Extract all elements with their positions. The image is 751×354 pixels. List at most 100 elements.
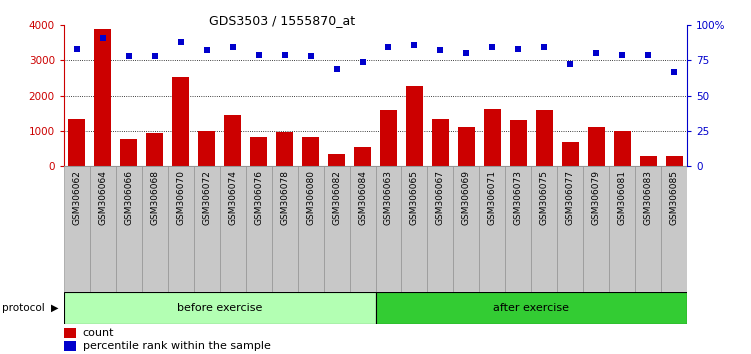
Bar	[297, 166, 324, 292]
Text: count: count	[83, 327, 114, 338]
Point	[434, 47, 446, 53]
Point	[668, 69, 680, 74]
Bar	[432, 119, 449, 166]
Bar	[609, 166, 635, 292]
Bar	[536, 110, 553, 166]
Text: GSM306078: GSM306078	[280, 170, 289, 225]
Bar	[146, 133, 163, 166]
Bar	[458, 127, 475, 166]
Point	[175, 39, 187, 45]
Text: after exercise: after exercise	[493, 303, 569, 313]
Point	[617, 52, 629, 57]
Text: GSM306071: GSM306071	[488, 170, 497, 225]
Point	[512, 46, 524, 52]
Bar	[116, 166, 142, 292]
Point	[382, 45, 394, 50]
Bar	[167, 166, 194, 292]
Point	[538, 45, 550, 50]
Bar	[484, 109, 501, 166]
Point	[590, 50, 602, 56]
Bar	[220, 166, 246, 292]
Text: GSM306084: GSM306084	[358, 170, 367, 225]
Bar	[665, 156, 683, 166]
Text: GSM306068: GSM306068	[150, 170, 159, 225]
Bar	[562, 142, 579, 166]
Bar	[225, 115, 241, 166]
Bar	[198, 131, 215, 166]
Text: GSM306082: GSM306082	[332, 170, 341, 225]
Text: protocol: protocol	[2, 303, 44, 313]
Bar	[376, 166, 402, 292]
Text: GSM306069: GSM306069	[462, 170, 471, 225]
Text: GSM306067: GSM306067	[436, 170, 445, 225]
Bar	[90, 166, 116, 292]
Point	[201, 47, 213, 53]
Text: GSM306074: GSM306074	[228, 170, 237, 225]
Bar	[68, 119, 86, 166]
Point	[487, 45, 499, 50]
Bar	[276, 132, 293, 166]
Bar	[64, 327, 77, 338]
Bar	[246, 166, 272, 292]
Text: GSM306072: GSM306072	[202, 170, 211, 225]
Bar	[380, 110, 397, 166]
Bar	[402, 166, 427, 292]
Text: GDS3503 / 1555870_at: GDS3503 / 1555870_at	[209, 14, 355, 27]
Point	[357, 59, 369, 64]
Bar	[120, 139, 137, 166]
Text: GSM306085: GSM306085	[670, 170, 679, 225]
Point	[227, 45, 239, 50]
Bar	[588, 127, 605, 166]
Point	[122, 53, 134, 59]
Text: GSM306063: GSM306063	[384, 170, 393, 225]
Bar	[479, 166, 505, 292]
Point	[252, 52, 264, 57]
Bar	[194, 166, 220, 292]
Text: percentile rank within the sample: percentile rank within the sample	[83, 341, 270, 351]
Bar	[302, 137, 319, 166]
Text: GSM306064: GSM306064	[98, 170, 107, 225]
Point	[330, 66, 342, 72]
Bar	[427, 166, 454, 292]
Text: GSM306080: GSM306080	[306, 170, 315, 225]
Point	[149, 53, 161, 59]
Text: GSM306081: GSM306081	[618, 170, 627, 225]
Point	[305, 53, 317, 59]
Point	[71, 46, 83, 52]
Text: GSM306070: GSM306070	[176, 170, 185, 225]
Bar	[272, 166, 297, 292]
Point	[409, 42, 421, 47]
Bar	[510, 120, 526, 166]
Bar	[354, 147, 371, 166]
Text: GSM306073: GSM306073	[514, 170, 523, 225]
Bar	[454, 166, 479, 292]
Bar	[640, 156, 656, 166]
Bar	[95, 29, 111, 166]
Point	[279, 52, 291, 57]
Bar	[584, 166, 609, 292]
Bar	[661, 166, 687, 292]
Text: GSM306066: GSM306066	[124, 170, 133, 225]
Point	[97, 35, 109, 40]
Point	[642, 52, 654, 57]
Point	[460, 50, 472, 56]
Text: ▶: ▶	[51, 303, 59, 313]
Bar	[64, 341, 77, 351]
Bar	[505, 166, 532, 292]
Text: GSM306076: GSM306076	[254, 170, 263, 225]
Bar	[64, 166, 90, 292]
Bar	[328, 154, 345, 166]
Text: GSM306083: GSM306083	[644, 170, 653, 225]
Bar	[614, 131, 631, 166]
Bar	[64, 292, 376, 324]
Bar	[557, 166, 584, 292]
Text: GSM306062: GSM306062	[72, 170, 81, 225]
Text: GSM306077: GSM306077	[566, 170, 575, 225]
Bar	[250, 137, 267, 166]
Bar	[376, 292, 687, 324]
Text: GSM306079: GSM306079	[592, 170, 601, 225]
Text: before exercise: before exercise	[177, 303, 262, 313]
Text: GSM306075: GSM306075	[540, 170, 549, 225]
Bar	[532, 166, 557, 292]
Bar	[172, 77, 189, 166]
